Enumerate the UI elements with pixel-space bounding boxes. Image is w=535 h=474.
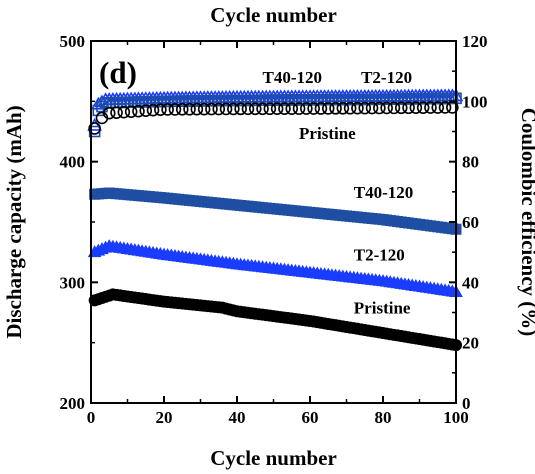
capacity-marks: [87, 187, 463, 352]
efficiency-pristine-point: [168, 103, 182, 116]
y-axis-left-title: Discharge capacity (mAh): [2, 105, 26, 338]
y-left-tick-label: 300: [60, 273, 86, 292]
efficiency-pristine-point: [329, 102, 342, 115]
efficiency-pristine-point: [409, 101, 423, 114]
efficiency-pristine-point: [424, 101, 437, 114]
efficiency-t40-120-point: [92, 104, 105, 117]
efficiency-pristine-point: [88, 122, 101, 135]
x-tick-label: 80: [375, 408, 392, 427]
efficiency-pristine-point: [256, 102, 269, 116]
efficiency-pristine-point: [314, 102, 328, 115]
y-right-tick-label: 80: [462, 153, 479, 172]
y-left-tick-label: 500: [60, 32, 86, 51]
efficiency-pristine-point: [402, 101, 415, 115]
efficiency-t40-120-point: [96, 100, 108, 113]
x-tick-label: 20: [156, 408, 173, 427]
efficiency-pristine-point: [285, 102, 299, 115]
series-label-t2-120-efficiency: T2-120: [361, 68, 412, 87]
efficiency-pristine-point: [300, 102, 313, 115]
x-axis-top-title: Cycle number: [210, 3, 337, 27]
y-left-tick-label: 200: [60, 394, 86, 413]
efficiency-pristine-point: [227, 102, 240, 116]
efficiency-pristine-point: [416, 101, 430, 114]
panel-label: (d): [99, 55, 137, 90]
efficiency-pristine-point: [292, 102, 306, 115]
y-right-tick-label: 20: [462, 334, 479, 353]
efficiency-pristine-point: [278, 102, 291, 115]
series-capacity-pristine: [88, 288, 462, 352]
efficiency-pristine-point: [219, 102, 233, 116]
efficiency-pristine-point: [117, 105, 131, 119]
efficiency-pristine-point: [161, 103, 174, 116]
efficiency-pristine-point: [248, 102, 262, 116]
x-tick-label: 100: [443, 408, 469, 427]
efficiency-pristine-point: [373, 101, 386, 115]
efficiency-pristine-point: [132, 104, 145, 118]
efficiency-pristine-point: [190, 102, 204, 116]
y-right-tick-label: 60: [462, 213, 479, 232]
efficiency-pristine-point: [139, 104, 153, 118]
y-right-tick-label: 100: [462, 92, 488, 111]
efficiency-pristine-point: [183, 102, 196, 116]
efficiency-marks: [87, 88, 464, 138]
axis-ticks: 0 20 40 60 80 100 200 300 400 500 0 20 40 60 80 100 120: [60, 32, 488, 427]
efficiency-pristine-point: [110, 106, 123, 119]
series-efficiency-pristine: [88, 101, 459, 135]
efficiency-pristine-point: [124, 105, 138, 118]
series-label-pristine-capacity: Pristine: [354, 299, 411, 318]
y-right-tick-label: 40: [462, 273, 479, 292]
efficiency-pristine-point: [197, 102, 211, 116]
x-tick-label: 0: [87, 408, 96, 427]
series-capacity-t2-120: [87, 239, 463, 297]
efficiency-pristine-point: [380, 101, 393, 115]
efficiency-pristine-point: [175, 103, 189, 116]
efficiency-pristine-point: [336, 102, 350, 115]
efficiency-pristine-point: [146, 103, 160, 117]
y-left-tick-label: 400: [60, 153, 86, 172]
y-right-tick-label: 120: [462, 32, 488, 51]
x-tick-label: 40: [229, 408, 246, 427]
efficiency-pristine-point: [365, 101, 379, 115]
efficiency-pristine-point: [270, 102, 284, 116]
efficiency-pristine-point: [154, 103, 167, 117]
efficiency-pristine-point: [387, 101, 401, 115]
y-right-tick-label: 0: [462, 394, 471, 413]
x-axis-title: Cycle number: [210, 446, 337, 470]
series-label-t40-120-efficiency: T40-120: [263, 68, 323, 87]
efficiency-pristine-point: [431, 101, 445, 114]
efficiency-pristine-point: [205, 102, 218, 116]
efficiency-pristine-point: [307, 102, 320, 115]
series-capacity-t40-120: [89, 187, 462, 235]
efficiency-pristine-point: [212, 102, 226, 116]
efficiency-pristine-point: [358, 101, 372, 115]
efficiency-pristine-point: [343, 101, 357, 115]
efficiency-pristine-point: [394, 101, 408, 115]
efficiency-pristine-point: [102, 106, 116, 120]
x-tick-label: 60: [302, 408, 319, 427]
efficiency-pristine-point: [263, 102, 277, 116]
efficiency-pristine-point: [234, 102, 247, 116]
y-axis-right-title: Coulombic efficiency (%): [517, 108, 535, 337]
efficiency-pristine-point: [241, 102, 255, 116]
series-annotations: T40-120 T2-120 Pristine T40-120 T2-120 Pristi…: [263, 68, 414, 317]
efficiency-pristine-point: [438, 101, 452, 114]
efficiency-pristine-point: [351, 101, 364, 115]
series-label-t40-120-capacity: T40-120: [354, 183, 414, 202]
efficiency-pristine-point: [321, 102, 335, 115]
series-label-pristine-efficiency: Pristine: [299, 124, 356, 143]
series-label-t2-120-capacity: T2-120: [354, 246, 405, 265]
